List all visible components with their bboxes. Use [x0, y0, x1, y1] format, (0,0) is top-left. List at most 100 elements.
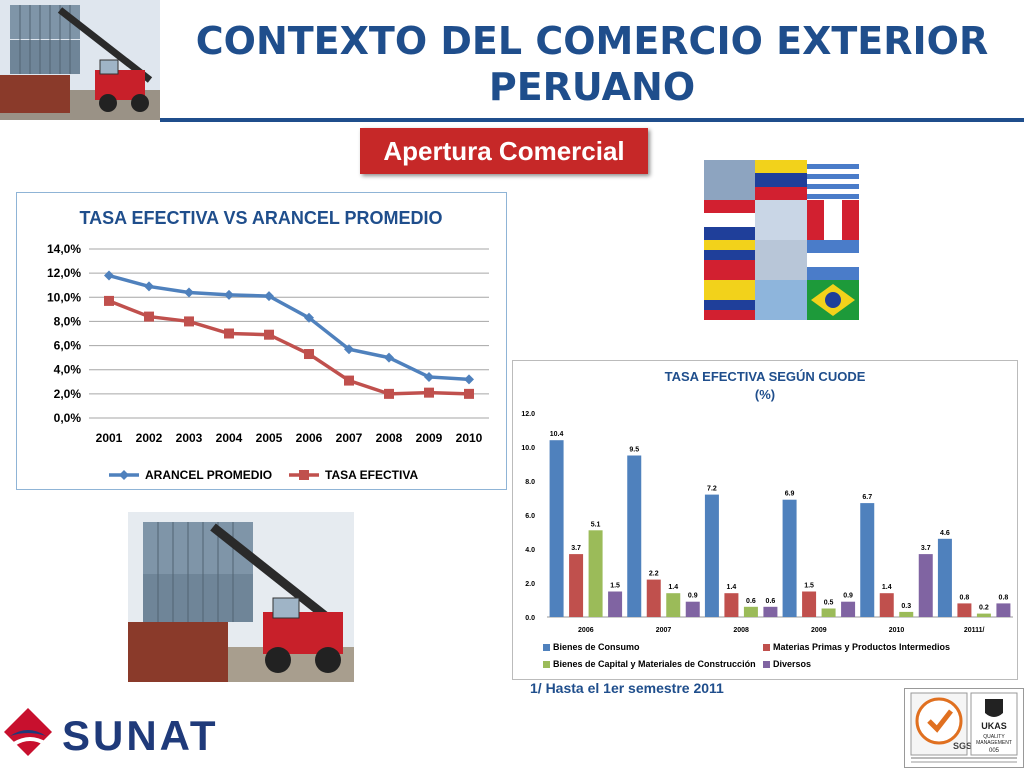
chart2-data-label: 3.7 [921, 545, 931, 552]
bar-chart-tasa-cuode: TASA EFECTIVA SEGÚN CUODE (%) 0.0 2.0 4.0 6… [512, 360, 1018, 680]
chart2-data-label: 0.6 [766, 598, 776, 605]
ukas-label: UKAS [981, 721, 1007, 731]
chart2-bar [588, 530, 603, 617]
certification-badge: SGS UKAS QUALITY MANAGEMENT 005 [904, 688, 1024, 768]
chart2-data-label: 0.3 [901, 603, 911, 610]
chart2-legend-swatch [763, 644, 770, 651]
chart2-bar [821, 608, 836, 617]
chart1-series-line [108, 299, 470, 396]
chart2-data-label: 1.4 [668, 584, 678, 591]
chart2-data-label: 9.5 [629, 447, 639, 454]
chart2-bar [860, 503, 875, 617]
chart2-ytick-label: 0.0 [525, 615, 535, 622]
chart1-xtick-label: 2008 [376, 431, 403, 445]
chart1-ytick-label: 10,0% [47, 290, 81, 304]
chart2-data-label: 0.2 [979, 605, 989, 612]
chart2-data-label: 6.9 [785, 491, 795, 498]
chart1-title: TASA EFECTIVA VS ARANCEL PROMEDIO [79, 208, 442, 228]
chart2-subtitle: (%) [755, 387, 775, 402]
chart1-point [224, 289, 234, 300]
south-america-flags-image [704, 160, 859, 320]
chart2-data-label: 1.4 [882, 584, 892, 591]
chart1-point [264, 291, 274, 302]
chart1-point [144, 281, 154, 292]
chart2-data-label: 0.8 [960, 594, 970, 601]
chart2-bar [724, 593, 739, 617]
ukas-code: 005 [989, 748, 1000, 754]
chart1-point [104, 295, 114, 306]
chart1-point [344, 375, 354, 386]
chart1-series-line [108, 273, 470, 382]
chart2-bar [899, 611, 914, 617]
chart2-data-label: 10.4 [550, 431, 564, 438]
chart2-xtick-label: 20111/ [964, 627, 985, 634]
chart2-legend-label: Bienes de Capital y Materiales de Constr… [553, 659, 756, 669]
chart1-xtick-label: 2007 [336, 431, 363, 445]
chart1-point [264, 329, 274, 340]
chart1-legend-label: ARANCEL PROMEDIO [145, 468, 272, 482]
chart2-ytick-label: 6.0 [525, 513, 535, 520]
chart2-bar [996, 603, 1011, 617]
chart2-data-label: 0.5 [824, 600, 834, 607]
chart2-bar [841, 601, 856, 617]
chart1-xtick-label: 2003 [176, 431, 203, 445]
page-title: CONTEXTO DEL COMERCIO EXTERIOR PERUANO [160, 18, 1024, 110]
chart2-bar [879, 593, 894, 617]
chart2-bar [685, 601, 700, 617]
sunat-logo-text: SUNAT [62, 712, 219, 759]
chart1-point [464, 388, 474, 399]
chart1-xtick-label: 2005 [256, 431, 283, 445]
chart2-xtick-label: 2007 [656, 627, 672, 634]
ukas-quality: QUALITY [983, 734, 1005, 740]
sunat-logo: SUNAT [0, 700, 260, 768]
chart1-xtick-label: 2006 [296, 431, 323, 445]
chart1-point [384, 388, 394, 399]
chart1-point [384, 352, 394, 363]
chart2-data-label: 1.4 [727, 584, 737, 591]
chart2-data-label: 6.7 [862, 494, 872, 501]
chart1-xtick-label: 2010 [456, 431, 483, 445]
chart2-xtick-label: 2006 [578, 627, 594, 634]
chart2-bar [937, 538, 952, 617]
chart1-point [184, 287, 194, 298]
chart2-legend-label: Diversos [773, 659, 811, 669]
chart1-ytick-label: 2,0% [54, 387, 82, 401]
chart2-data-label: 0.8 [999, 594, 1009, 601]
chart1-legend-marker [119, 470, 129, 480]
chart2-bar [957, 603, 972, 617]
chart2-bar [627, 455, 642, 617]
chart2-data-label: 3.7 [571, 545, 581, 552]
section-subtitle-badge: Apertura Comercial [360, 128, 648, 174]
chart2-bar [646, 579, 661, 617]
chart1-xtick-label: 2009 [416, 431, 443, 445]
chart1-point [344, 344, 354, 355]
chart2-data-label: 7.2 [707, 486, 717, 493]
chart2-data-label: 2.2 [649, 571, 659, 578]
chart2-bar [976, 613, 991, 617]
chart2-data-label: 0.6 [746, 598, 756, 605]
chart2-bar [549, 440, 564, 617]
chart1-point [424, 387, 434, 398]
chart1-point [224, 328, 234, 339]
chart2-ytick-label: 10.0 [521, 445, 535, 452]
chart2-title: TASA EFECTIVA SEGÚN CUODE [665, 369, 866, 384]
chart2-legend-swatch [763, 661, 770, 668]
chart1-ytick-label: 8,0% [54, 314, 82, 328]
chart2-legend-swatch [543, 644, 550, 651]
chart2-ytick-label: 4.0 [525, 547, 535, 554]
chart2-ytick-label: 12.0 [521, 411, 535, 418]
container-crane-photo-top [0, 0, 160, 120]
chart1-point [464, 374, 474, 385]
ukas-management: MANAGEMENT [976, 740, 1012, 746]
page-title-line2: PERUANO [488, 65, 696, 109]
chart2-data-label: 0.9 [688, 593, 698, 600]
chart1-point [104, 270, 114, 281]
chart2-bar [918, 554, 933, 617]
chart1-point [184, 316, 194, 327]
chart2-data-label: 4.6 [940, 530, 950, 537]
chart1-point [424, 371, 434, 382]
chart2-bar [743, 606, 758, 617]
chart1-xtick-label: 2004 [216, 431, 243, 445]
chart2-xtick-label: 2009 [811, 627, 827, 634]
chart1-xtick-label: 2002 [136, 431, 163, 445]
